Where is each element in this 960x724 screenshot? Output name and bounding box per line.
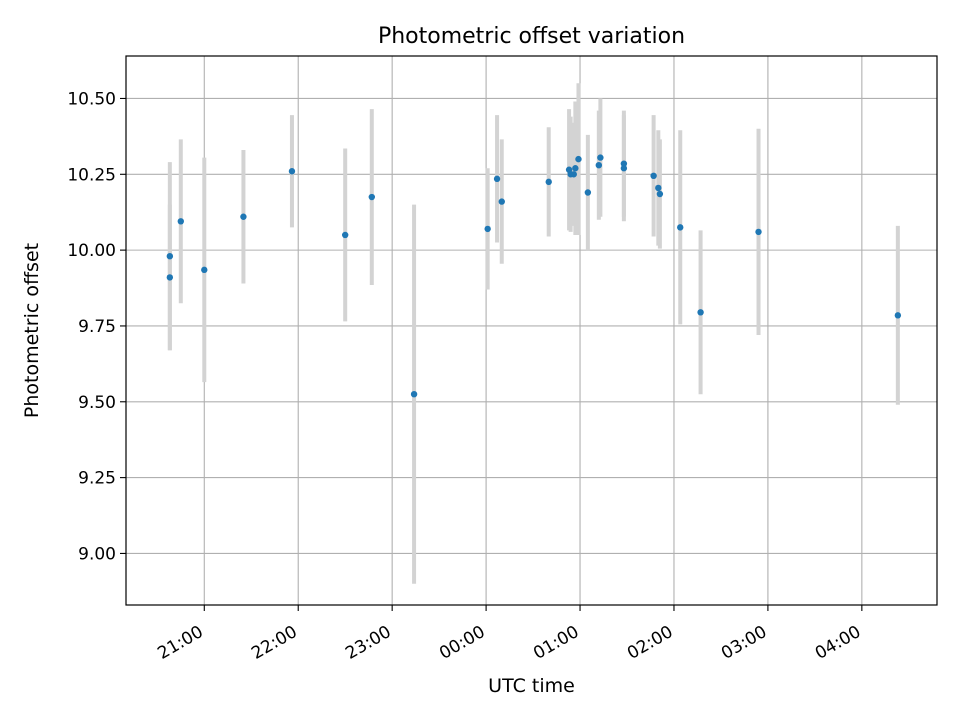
data-point [597,154,604,161]
data-point [166,274,174,281]
data-point [201,266,208,274]
y-tick-label-9-75: 9.75 [78,317,116,337]
data-point [620,165,628,172]
data-point [575,155,582,163]
data-point [697,309,704,316]
x-axis-label: UTC time [488,675,575,697]
data-point [755,228,762,236]
data-point [493,175,501,183]
data-point [572,165,579,172]
y-axis-label: Photometric offset [21,243,43,418]
data-point [484,225,491,233]
data-point [620,160,628,167]
data-point [288,168,296,175]
data-point [655,184,662,192]
y-tick-label-10-00: 10.00 [67,241,116,261]
data-point [368,193,376,201]
y-tick-label-10-25: 10.25 [67,165,116,185]
chart-title: Photometric offset variation [378,24,685,49]
data-point [498,198,505,205]
data-point [570,171,577,178]
data-point [650,172,657,180]
data-point [177,218,184,225]
data-points [166,154,902,398]
data-point [656,190,664,198]
data-point [595,161,603,169]
data-point [677,224,684,231]
y-tick-label-9-50: 9.50 [78,393,116,413]
y-tick-label-10-50: 10.50 [67,89,116,109]
data-point [894,312,902,319]
plot-frame [125,55,938,606]
data-point [240,213,247,220]
data-point [584,189,592,196]
y-tick-label-9-25: 9.25 [78,469,116,489]
y-tick-label-9-00: 9.00 [78,544,116,564]
data-point [410,390,418,398]
grid-lines [126,56,937,605]
data-point [166,252,174,260]
data-point [341,231,349,239]
data-point [545,178,552,186]
y-axis-ticks: 9.00 9.25 9.50 9.75 10.00 10.25 10.50 [67,89,126,564]
